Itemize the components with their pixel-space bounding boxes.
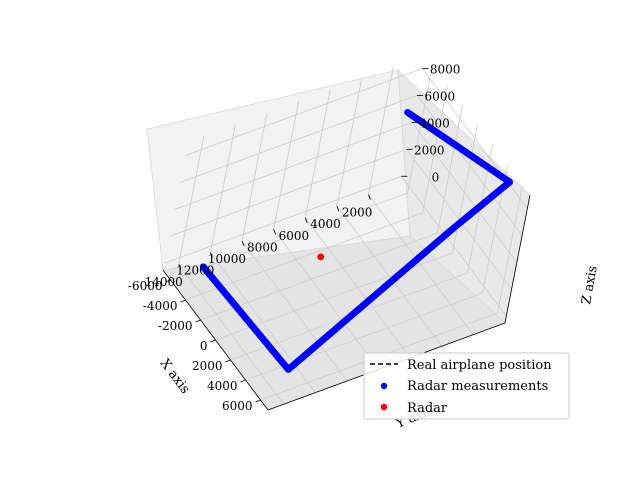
legend-radar-marker (380, 403, 388, 411)
grid-line-x-floor (170, 192, 408, 281)
z-axis-line (504, 194, 531, 324)
grid-line-y-floor (336, 205, 443, 347)
x-tick-label: 2000 (192, 359, 223, 373)
grid-line-y-side (368, 66, 394, 195)
grid-line-y-floor (210, 252, 316, 393)
radar-point (317, 253, 325, 261)
grid-line-y-side (210, 124, 236, 253)
grid-line-x-back (437, 104, 463, 234)
data-points (199, 109, 514, 373)
x-tick-mark (240, 379, 246, 383)
grid-line-y-side (178, 136, 205, 265)
z-tick-label: 8000 (430, 62, 461, 76)
grid-line-y-floor (304, 217, 411, 359)
z-tick-label: 6000 (425, 89, 456, 103)
x-tick-label: -2000 (158, 319, 193, 333)
grid-line-z-back (416, 95, 523, 236)
grid-line-x-back (497, 184, 523, 314)
y-tick-label: 2000 (342, 206, 373, 220)
y-tick-mark (368, 194, 371, 200)
grid-line-y-floor (368, 194, 474, 335)
x-tick-mark (195, 319, 201, 323)
grid-line-y-side (241, 112, 268, 242)
grid-line-x-back (422, 84, 448, 214)
grid-line-y-side (304, 89, 331, 218)
legend: Real airplane position Radar measurement… (363, 352, 570, 420)
y-tick-label: 8000 (247, 240, 278, 254)
legend-radar-label: Radar (407, 401, 448, 416)
grid-line-y-floor (273, 229, 379, 370)
x-axis-label: X axis (157, 356, 193, 396)
x-tick-mark (225, 359, 231, 363)
grid-line-z-back (400, 176, 507, 317)
legend-measurements-marker (380, 382, 388, 390)
x-tick-label: 6000 (222, 399, 253, 413)
x-tick-label: -4000 (143, 299, 178, 313)
grid-line-z-side (174, 121, 412, 210)
grid-line-y-floor (178, 263, 285, 405)
x-tick-mark (210, 339, 216, 343)
x-tick-mark (165, 279, 171, 283)
grid-line-x-back (407, 64, 433, 194)
y-tick-label: 14000 (145, 275, 183, 289)
grid-line-x-floor (200, 232, 438, 321)
y-tick-mark (241, 240, 245, 247)
x-tick-label: 0 (200, 339, 208, 353)
y-tick-mark (336, 206, 340, 212)
z-tick-label: 0 (432, 170, 440, 184)
x-tick-mark (180, 299, 186, 303)
measurement-point (404, 109, 411, 116)
x-tick-label: -6000 (128, 279, 163, 293)
y-tick-label: 6000 (279, 229, 310, 243)
grid-line-z-side (185, 68, 423, 156)
x-tick-label: 4000 (207, 379, 238, 393)
y-tick-mark (304, 217, 308, 223)
grid-line-y-floor (241, 240, 348, 382)
grid-line-x-back (452, 124, 478, 254)
z-tick-label: 2000 (414, 143, 445, 157)
grid-line-y-side (336, 78, 363, 207)
grid-line-z-back (411, 122, 518, 263)
y-tick-mark (273, 229, 276, 235)
legend-measurements-label: Radar measurements (407, 379, 548, 394)
legend-real-label: Real airplane position (407, 358, 552, 373)
z-tick-label: 4000 (419, 116, 450, 130)
grid-line-z-side (179, 95, 418, 183)
grid-line-z-side (169, 148, 407, 237)
axes-panes (146, 69, 531, 411)
z-axis-label: Z axis (579, 265, 601, 306)
grid-line-x-floor (185, 212, 423, 301)
y-tick-mark (178, 264, 182, 270)
tick-labels: -6000-4000-20000200040006000200040006000… (128, 62, 460, 413)
y-tick-mark (210, 252, 213, 258)
x-tick-mark (255, 399, 261, 403)
legend-box (363, 352, 570, 420)
grid-line-y-side (273, 101, 299, 230)
y-tick-label: 4000 (310, 217, 341, 231)
y-tick-label: 10000 (208, 252, 246, 266)
y-tick-label: 12000 (176, 264, 214, 278)
grid-line-z-side (164, 175, 402, 264)
